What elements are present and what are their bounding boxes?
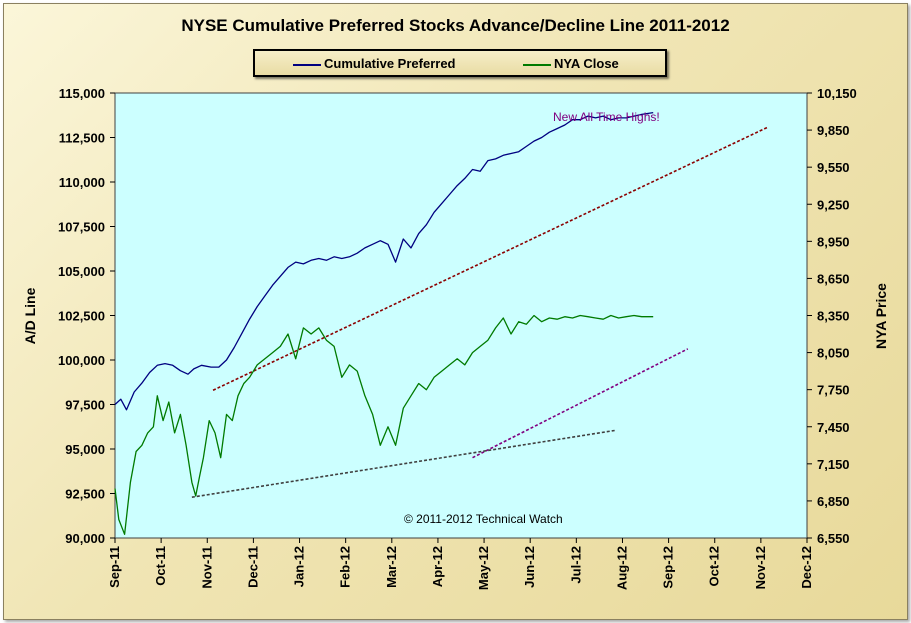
y-tick-label: 110,000 [59, 175, 105, 190]
y2-tick-label: 9,850 [817, 123, 850, 138]
y-tick-label: 90,000 [65, 531, 105, 546]
y2-tick-label: 8,650 [817, 271, 850, 286]
x-tick-label: Sep-11 [107, 546, 122, 588]
x-tick-label: Jun-12 [522, 546, 537, 588]
trendline-red [212, 126, 769, 391]
annotation-new-highs: New All Time Highs! [553, 110, 660, 124]
y-tick-label: 95,000 [65, 442, 105, 457]
y2-tick-label: 7,450 [817, 420, 850, 435]
x-tick-label: Feb-12 [338, 546, 353, 588]
x-tick-label: Oct-11 [153, 546, 168, 586]
y2-tick-label: 8,350 [817, 309, 850, 324]
x-tick-label: Aug-12 [614, 546, 629, 590]
chart-title: NYSE Cumulative Preferred Stocks Advance… [181, 16, 730, 35]
y2-tick-label: 7,150 [817, 457, 850, 472]
nya-close-series [114, 314, 654, 535]
y2-tick-label: 6,550 [817, 531, 850, 546]
legend: Cumulative Preferred NYA Close [253, 49, 667, 77]
x-tick-label: Sep-12 [661, 546, 676, 589]
x-tick-label: Jan-12 [292, 546, 307, 587]
y2-axis-label: NYA Price [873, 283, 889, 349]
y-tick-label: 112,500 [59, 131, 105, 146]
x-tick-label: Mar-12 [384, 546, 399, 588]
y-tick-label: 115,000 [59, 86, 105, 101]
ad-line-series [114, 111, 654, 411]
legend-label-ad-line: Cumulative Preferred [324, 56, 456, 71]
x-tick-label: Dec-11 [245, 546, 260, 588]
x-tick-label: Oct-12 [707, 546, 722, 586]
x-tick-label: May-12 [476, 546, 491, 590]
x-tick-label: Dec-12 [799, 546, 814, 589]
trendline-gray [191, 429, 615, 498]
legend-swatch-ad-line [293, 63, 321, 66]
y-tick-label: 100,000 [58, 353, 105, 368]
x-tick-label: Apr-12 [430, 546, 445, 587]
x-tick-label: Nov-11 [199, 546, 214, 589]
trendline-purple [472, 348, 689, 459]
y-tick-label: 102,500 [58, 309, 105, 324]
y2-tick-label: 8,050 [817, 346, 850, 361]
y-tick-label: 97,500 [65, 398, 105, 413]
x-tick-label: Jul-12 [568, 546, 583, 584]
legend-swatch-nya [523, 63, 551, 66]
y2-tick-label: 8,950 [817, 234, 850, 249]
y2-tick-label: 10,150 [817, 86, 857, 101]
copyright-annotation: © 2011-2012 Technical Watch [404, 512, 563, 526]
y-tick-label: 107,500 [58, 220, 105, 235]
x-tick-label: Nov-12 [753, 546, 768, 589]
legend-item-nya: NYA Close [523, 56, 619, 72]
y2-tick-label: 9,550 [817, 160, 850, 175]
y-axis-label: A/D Line [22, 287, 38, 344]
y2-tick-label: 9,250 [817, 197, 850, 212]
y2-tick-label: 7,750 [817, 383, 850, 398]
legend-label-nya: NYA Close [554, 56, 619, 71]
y-tick-label: 105,000 [58, 264, 105, 279]
legend-item-ad-line: Cumulative Preferred [293, 56, 456, 72]
y-tick-label: 92,500 [65, 487, 105, 502]
y2-tick-label: 6,850 [817, 494, 850, 509]
plot-area [114, 92, 808, 539]
